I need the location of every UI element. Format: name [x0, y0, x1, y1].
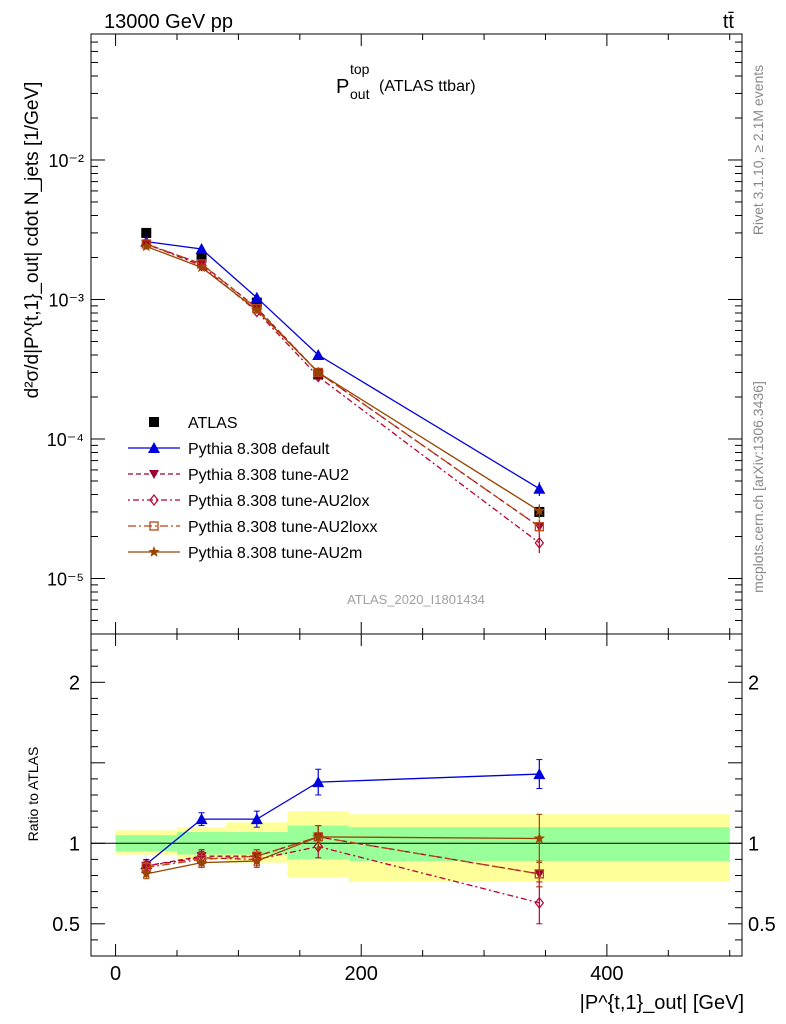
ratio-point-default [312, 776, 325, 788]
point-au2lox [141, 238, 152, 250]
plot-title: P top out (ATLAS ttbar) [336, 61, 476, 102]
ratio-point-default [195, 813, 208, 825]
mcplots-label: mcplots.cern.ch [arXiv:1306.3436] [750, 381, 766, 593]
rivet-label: Rivet 3.1.10, ≥ 2.1M events [750, 65, 766, 235]
legend: ATLAS Pythia 8.308 default Pythia 8.308 tu… [128, 415, 377, 562]
title-sup: top [350, 61, 370, 77]
point-atlas [196, 252, 207, 263]
legend-marker-au2m [148, 546, 160, 557]
ytick-label: 10⁻² [48, 151, 84, 171]
ratio-point-default [533, 768, 546, 780]
ratio-ylabel: Ratio to ATLAS [25, 747, 41, 842]
point-au2m [251, 304, 263, 315]
ratio-point-au2loxx [534, 869, 544, 879]
point-default [195, 243, 208, 255]
legend-label-au2lox: Pythia 8.308 tune-AU2lox [188, 493, 369, 510]
legend-marker-atlas [149, 417, 159, 427]
point-au2m [312, 366, 324, 378]
ratio-ytick-label-right: 0.5 [748, 914, 776, 936]
ratio-point-au2m [195, 856, 208, 868]
ratio-point-au2lox [534, 896, 545, 909]
point-default [533, 482, 546, 494]
xtick-label: 0 [110, 963, 121, 985]
series-line-au2 [146, 243, 540, 528]
title-main: P [336, 76, 349, 98]
point-default [312, 348, 325, 360]
point-au2lox [534, 536, 545, 549]
header-left: 13000 GeV pp [104, 11, 233, 33]
ratio-point-default [250, 813, 263, 825]
ratio-ytick-label: 2 [69, 672, 80, 694]
ratio-ytick-label: 0.5 [52, 914, 80, 936]
ratio-ytick-label: 1 [69, 833, 80, 855]
ratio-point-au2m [312, 830, 324, 842]
watermark: ATLAS_2020_I1801434 [347, 592, 485, 607]
series-line-au2loxx [146, 243, 540, 528]
xlabel: |P^{t,1}_out| [GeV] [580, 992, 744, 1014]
title-sub: out [350, 86, 370, 102]
legend-label-au2loxx: Pythia 8.308 tune-AU2loxx [188, 519, 377, 536]
point-au2lox [196, 259, 207, 272]
point-au2m [195, 261, 208, 273]
point-au2loxx [534, 522, 544, 532]
legend-marker-au2 [149, 470, 159, 479]
ytick-label: 10⁻⁴ [47, 430, 84, 450]
xtick-label: 400 [590, 963, 623, 985]
ratio-line-au2lox [146, 845, 540, 904]
legend-label-default: Pythia 8.308 default [188, 441, 330, 458]
ratio-line-au2 [146, 836, 540, 875]
point-au2m [140, 240, 152, 252]
point-au2m [533, 504, 545, 516]
ytick-label: 10⁻³ [48, 290, 84, 310]
ratio-series [140, 759, 546, 925]
ratio-point-au2m [533, 832, 545, 844]
legend-label-atlas: ATLAS [188, 415, 238, 432]
legend-marker-au2lox [149, 494, 159, 506]
ratio-ytick-label-right: 1 [748, 833, 759, 855]
main-series [140, 227, 546, 554]
title-rest: (ATLAS ttbar) [379, 78, 476, 95]
axis-ticks: 0 200 400 10⁻⁵ 10⁻⁴ 10⁻³ 10⁻² 0.5 0.5 1 1 2 2 [47, 33, 776, 985]
point-default [250, 291, 263, 303]
ratio-point-au2m [251, 855, 263, 866]
main-ylabel: d²σ/d|P^{t,1}_out| cdot N_jets [1/GeV] [22, 82, 43, 399]
ratio-line-au2loxx [146, 836, 540, 875]
xtick-label: 200 [345, 963, 378, 985]
legend-label-au2m: Pythia 8.308 tune-AU2m [188, 545, 362, 562]
legend-marker-au2loxx [149, 521, 159, 531]
ratio-point-au2lox [313, 840, 324, 853]
ytick-label: 10⁻⁵ [47, 569, 84, 589]
main-frame [90, 33, 743, 635]
legend-label-au2: Pythia 8.308 tune-AU2 [188, 467, 349, 484]
legend-marker-default [148, 442, 160, 453]
ratio-frame [90, 633, 743, 957]
ratio-ytick-label-right: 2 [748, 672, 759, 694]
ratio-point-au2m [140, 867, 152, 879]
point-atlas [141, 227, 152, 238]
header-right: tt̄ [723, 11, 735, 33]
